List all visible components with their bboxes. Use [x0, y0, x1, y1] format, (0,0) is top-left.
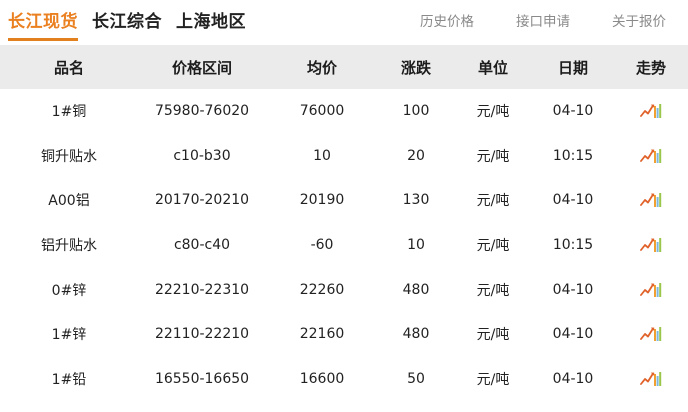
cell-date: 04-10 — [552, 103, 594, 120]
cell-average-price: 10 — [313, 147, 331, 164]
cell-average-price: -60 — [310, 237, 334, 254]
cell-trend — [614, 89, 688, 134]
cell-trend — [614, 223, 688, 268]
trend-up-chart-icon[interactable] — [640, 103, 662, 119]
column-header-unit: 单位 — [477, 58, 508, 77]
cell-date: 04-10 — [552, 192, 594, 209]
price-quote-table: 品名 价格区间 均价 涨跌 单位 日期 走势 1#铜 75980-76020 760… — [0, 45, 688, 402]
cell-average-price: 22160 — [299, 326, 345, 343]
cell-price-range: 75980-76020 — [154, 103, 250, 120]
column-header-trend: 走势 — [635, 58, 666, 77]
cell-date: 04-10 — [552, 281, 594, 298]
trend-up-chart-icon[interactable] — [640, 192, 662, 208]
cell-date: 04-10 — [552, 326, 594, 343]
cell-average-price: 22260 — [299, 281, 345, 298]
brand-tab-changjiang-composite[interactable]: 长江综合 — [92, 11, 162, 33]
cell-unit: 元/吨 — [476, 104, 510, 121]
table-row[interactable]: 1#铅 16550-16650 16600 50 元/吨 04-10 — [0, 356, 688, 402]
cell-name: 铜升贴水 — [41, 148, 97, 165]
table-row[interactable]: 1#锌 22110-22210 22160 480 元/吨 04-10 — [0, 311, 688, 357]
brand-tab-shanghai-region[interactable]: 上海地区 — [176, 11, 246, 33]
cell-change: 130 — [402, 192, 430, 209]
cell-name: 1#铅 — [51, 371, 87, 388]
cell-change: 480 — [402, 326, 430, 343]
cell-unit: 元/吨 — [476, 193, 510, 210]
nav-link-about-quote[interactable]: 关于报价 — [612, 14, 666, 30]
cell-change: 100 — [402, 103, 430, 120]
nav-link-history-price[interactable]: 历史价格 — [420, 14, 474, 30]
cell-trend — [614, 134, 688, 179]
cell-unit: 元/吨 — [476, 238, 510, 255]
cell-date: 10:15 — [552, 147, 594, 164]
cell-average-price: 76000 — [299, 103, 345, 120]
cell-price-range: 22210-22310 — [154, 281, 250, 298]
cell-date: 04-10 — [552, 370, 594, 387]
cell-price-range: 16550-16650 — [154, 370, 250, 387]
cell-trend — [614, 357, 688, 402]
column-header-change: 涨跌 — [400, 58, 431, 77]
cell-change: 10 — [407, 237, 425, 254]
trend-up-chart-icon[interactable] — [640, 282, 662, 298]
cell-unit: 元/吨 — [476, 327, 510, 344]
table-row[interactable]: 0#锌 22210-22310 22260 480 元/吨 04-10 — [0, 267, 688, 312]
trend-up-chart-icon[interactable] — [640, 237, 662, 253]
table-row[interactable]: 1#铜 75980-76020 76000 100 元/吨 04-10 — [0, 89, 688, 134]
table-body: 1#铜 75980-76020 76000 100 元/吨 04-10 铜升贴水 c10-b3… — [0, 89, 688, 402]
cell-trend — [614, 178, 688, 223]
nav-link-api-request[interactable]: 接口申请 — [516, 14, 570, 30]
trend-up-chart-icon[interactable] — [640, 148, 662, 164]
brand-tab-label: 长江综合 — [92, 12, 162, 32]
trend-up-chart-icon[interactable] — [640, 326, 662, 342]
cell-average-price: 16600 — [299, 370, 345, 387]
cell-price-range: 20170-20210 — [154, 192, 250, 209]
nav-link-group: 历史价格 接口申请 关于报价 — [420, 0, 688, 31]
cell-name: A00铝 — [48, 193, 90, 210]
trend-up-chart-icon[interactable] — [640, 371, 662, 387]
brand-tab-group: 长江现货 长江综合 上海地区 — [0, 0, 246, 41]
cell-change: 480 — [402, 281, 430, 298]
column-header-avg: 均价 — [306, 58, 337, 77]
brand-tab-changjiang-spot[interactable]: 长江现货 — [8, 11, 78, 41]
cell-average-price: 20190 — [299, 192, 345, 209]
cell-price-range: c80-c40 — [173, 237, 231, 254]
cell-change: 50 — [407, 370, 425, 387]
cell-unit: 元/吨 — [476, 148, 510, 165]
cell-name: 1#铜 — [51, 104, 87, 121]
brand-tab-label: 上海地区 — [176, 12, 246, 32]
cell-name: 0#锌 — [51, 282, 87, 299]
cell-change: 20 — [407, 147, 425, 164]
cell-name: 铝升贴水 — [41, 238, 97, 255]
table-header-row: 品名 价格区间 均价 涨跌 单位 日期 走势 — [0, 45, 688, 89]
brand-tab-label: 长江现货 — [8, 12, 78, 32]
column-header-name: 品名 — [53, 58, 84, 77]
table-row[interactable]: A00铝 20170-20210 20190 130 元/吨 04-10 — [0, 178, 688, 223]
cell-price-range: 22110-22210 — [154, 326, 250, 343]
cell-trend — [614, 312, 688, 357]
cell-unit: 元/吨 — [476, 282, 510, 299]
table-row[interactable]: 铝升贴水 c80-c40 -60 10 元/吨 10:15 — [0, 222, 688, 268]
top-navigation-bar: 长江现货 长江综合 上海地区 历史价格 接口申请 关于报价 — [0, 0, 688, 45]
cell-name: 1#锌 — [51, 327, 87, 344]
table-header: 品名 价格区间 均价 涨跌 单位 日期 走势 — [0, 45, 688, 89]
cell-unit: 元/吨 — [476, 371, 510, 388]
cell-date: 10:15 — [552, 237, 594, 254]
column-header-date: 日期 — [557, 58, 588, 77]
cell-price-range: c10-b30 — [173, 147, 231, 164]
table-row[interactable]: 铜升贴水 c10-b30 10 20 元/吨 10:15 — [0, 133, 688, 179]
column-header-range: 价格区间 — [171, 58, 232, 77]
cell-trend — [614, 267, 688, 312]
